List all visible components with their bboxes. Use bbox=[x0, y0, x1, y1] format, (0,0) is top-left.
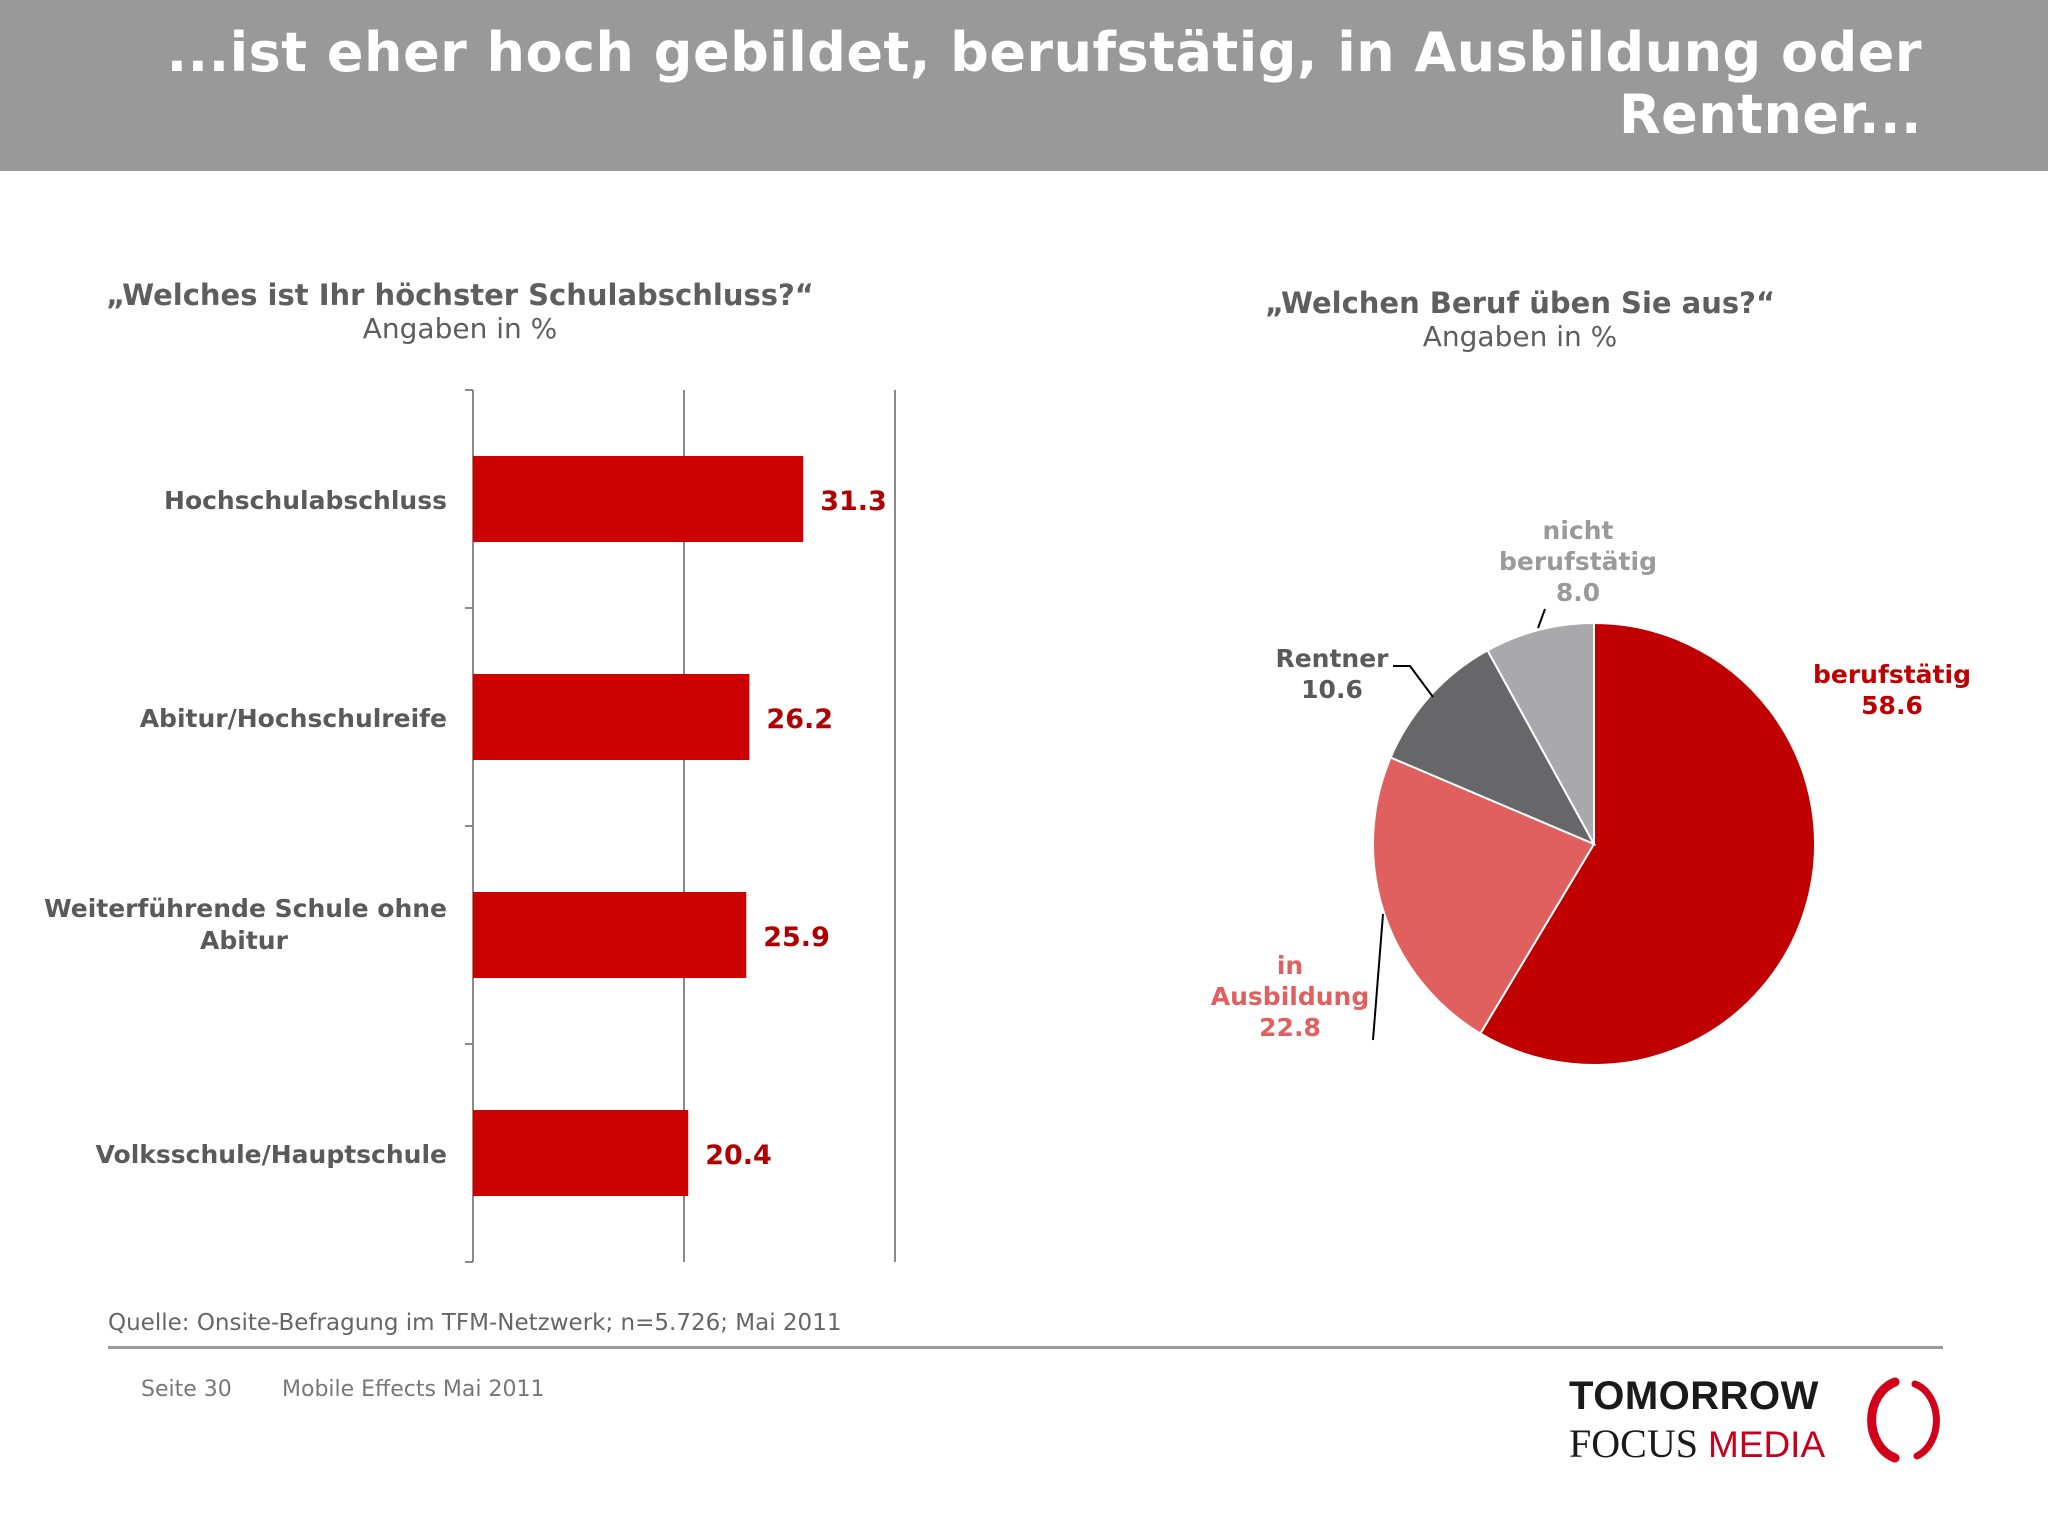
document-title: Mobile Effects Mai 2011 bbox=[282, 1377, 545, 1402]
logo-media: MEDIA bbox=[1707, 1424, 1826, 1465]
tomorrow-focus-media-logo: TOMORROW FOCUS MEDIA bbox=[1565, 1372, 1945, 1472]
page-number: Seite 30 bbox=[141, 1377, 232, 1402]
bar-value-label: 25.9 bbox=[763, 922, 830, 953]
pie-chart-title-block: „Welchen Beruf üben Sie aus?“ Angaben in… bbox=[1140, 286, 1900, 354]
header-bar: ...ist eher hoch gebildet, berufstätig, … bbox=[0, 0, 2048, 171]
source-note: Quelle: Onsite-Befragung im TFM-Netzwerk… bbox=[108, 1310, 842, 1336]
bar-value-label: 31.3 bbox=[820, 486, 887, 517]
bar-value-label: 26.2 bbox=[766, 704, 833, 735]
pie-chart-title: „Welchen Beruf üben Sie aus?“ bbox=[1264, 286, 1776, 320]
bar-chart-title: „Welches ist Ihr höchster Schulabschluss… bbox=[106, 278, 814, 312]
category-label: Hochschulabschluss bbox=[164, 486, 447, 515]
bar-chart-subtitle: Angaben in % bbox=[362, 312, 558, 345]
category-label: Volksschule/Hauptschule bbox=[96, 1140, 447, 1169]
logo-text-line1: TOMORROW bbox=[1569, 1374, 1819, 1418]
bar bbox=[473, 456, 804, 542]
bar bbox=[473, 674, 750, 760]
page-title: ...ist eher hoch gebildet, berufstätig, … bbox=[166, 21, 1922, 146]
footer-divider bbox=[108, 1346, 1943, 1349]
bar-value-label: 20.4 bbox=[705, 1140, 772, 1171]
bar bbox=[473, 892, 747, 978]
pie-chart-subtitle: Angaben in % bbox=[1422, 320, 1618, 353]
logo-focus: FOCUS bbox=[1569, 1421, 1698, 1466]
bar bbox=[473, 1110, 689, 1196]
category-label: Weiterführende Schule ohne Abitur bbox=[44, 894, 447, 955]
logo-text-line2: FOCUS MEDIA bbox=[1569, 1420, 1825, 1467]
bar-chart-title-block: „Welches ist Ihr höchster Schulabschluss… bbox=[80, 278, 840, 346]
category-label: Abitur/Hochschulreife bbox=[140, 704, 447, 733]
logo-ring-icon bbox=[1867, 1377, 1940, 1463]
